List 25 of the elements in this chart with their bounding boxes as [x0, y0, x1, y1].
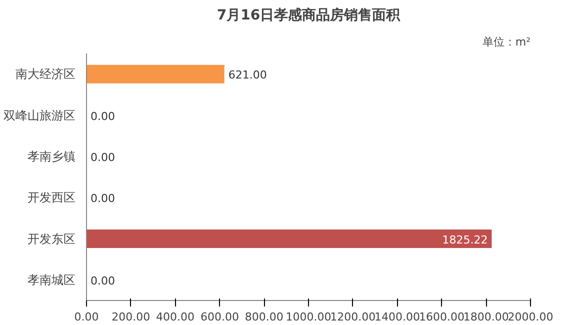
x-tick-label: 1600.00: [418, 310, 464, 324]
x-tick-label: 0.00: [74, 310, 99, 324]
x-tick-label: 2000.00: [508, 310, 554, 324]
x-tick-label: 800.00: [244, 310, 284, 324]
y-tick-label: 孝南乡镇: [28, 149, 76, 164]
x-tick-label: 1000.00: [286, 310, 332, 324]
x-tick-label: 600.00: [200, 310, 239, 324]
text: 单位：m²: [482, 36, 530, 48]
x-tick-label: 1800.00: [463, 310, 509, 324]
data-label: 0.00: [90, 192, 115, 206]
x-tick-label: 1200.00: [330, 310, 376, 324]
x-tick-label: 400.00: [156, 310, 195, 324]
data-label: 0.00: [90, 274, 115, 288]
data-label: 0.00: [90, 150, 115, 164]
y-tick-label: 开发东区: [28, 232, 76, 246]
y-tick-label: 开发西区: [28, 190, 76, 205]
x-tick-label: 200.00: [112, 310, 150, 324]
data-label: 0.00: [90, 110, 115, 123]
x-tick-label: 1400.00: [374, 310, 420, 324]
y-tick-label: 孝南城区: [28, 272, 76, 287]
y-tick-label: 双峰山旅游区: [4, 108, 76, 122]
chart-title: 7月16日孝感商品房销售面积: [216, 6, 402, 24]
data-label: 621.00: [228, 68, 267, 82]
y-tick-label: 南大经济区: [16, 67, 76, 82]
data-label: 1825.22: [442, 233, 488, 246]
